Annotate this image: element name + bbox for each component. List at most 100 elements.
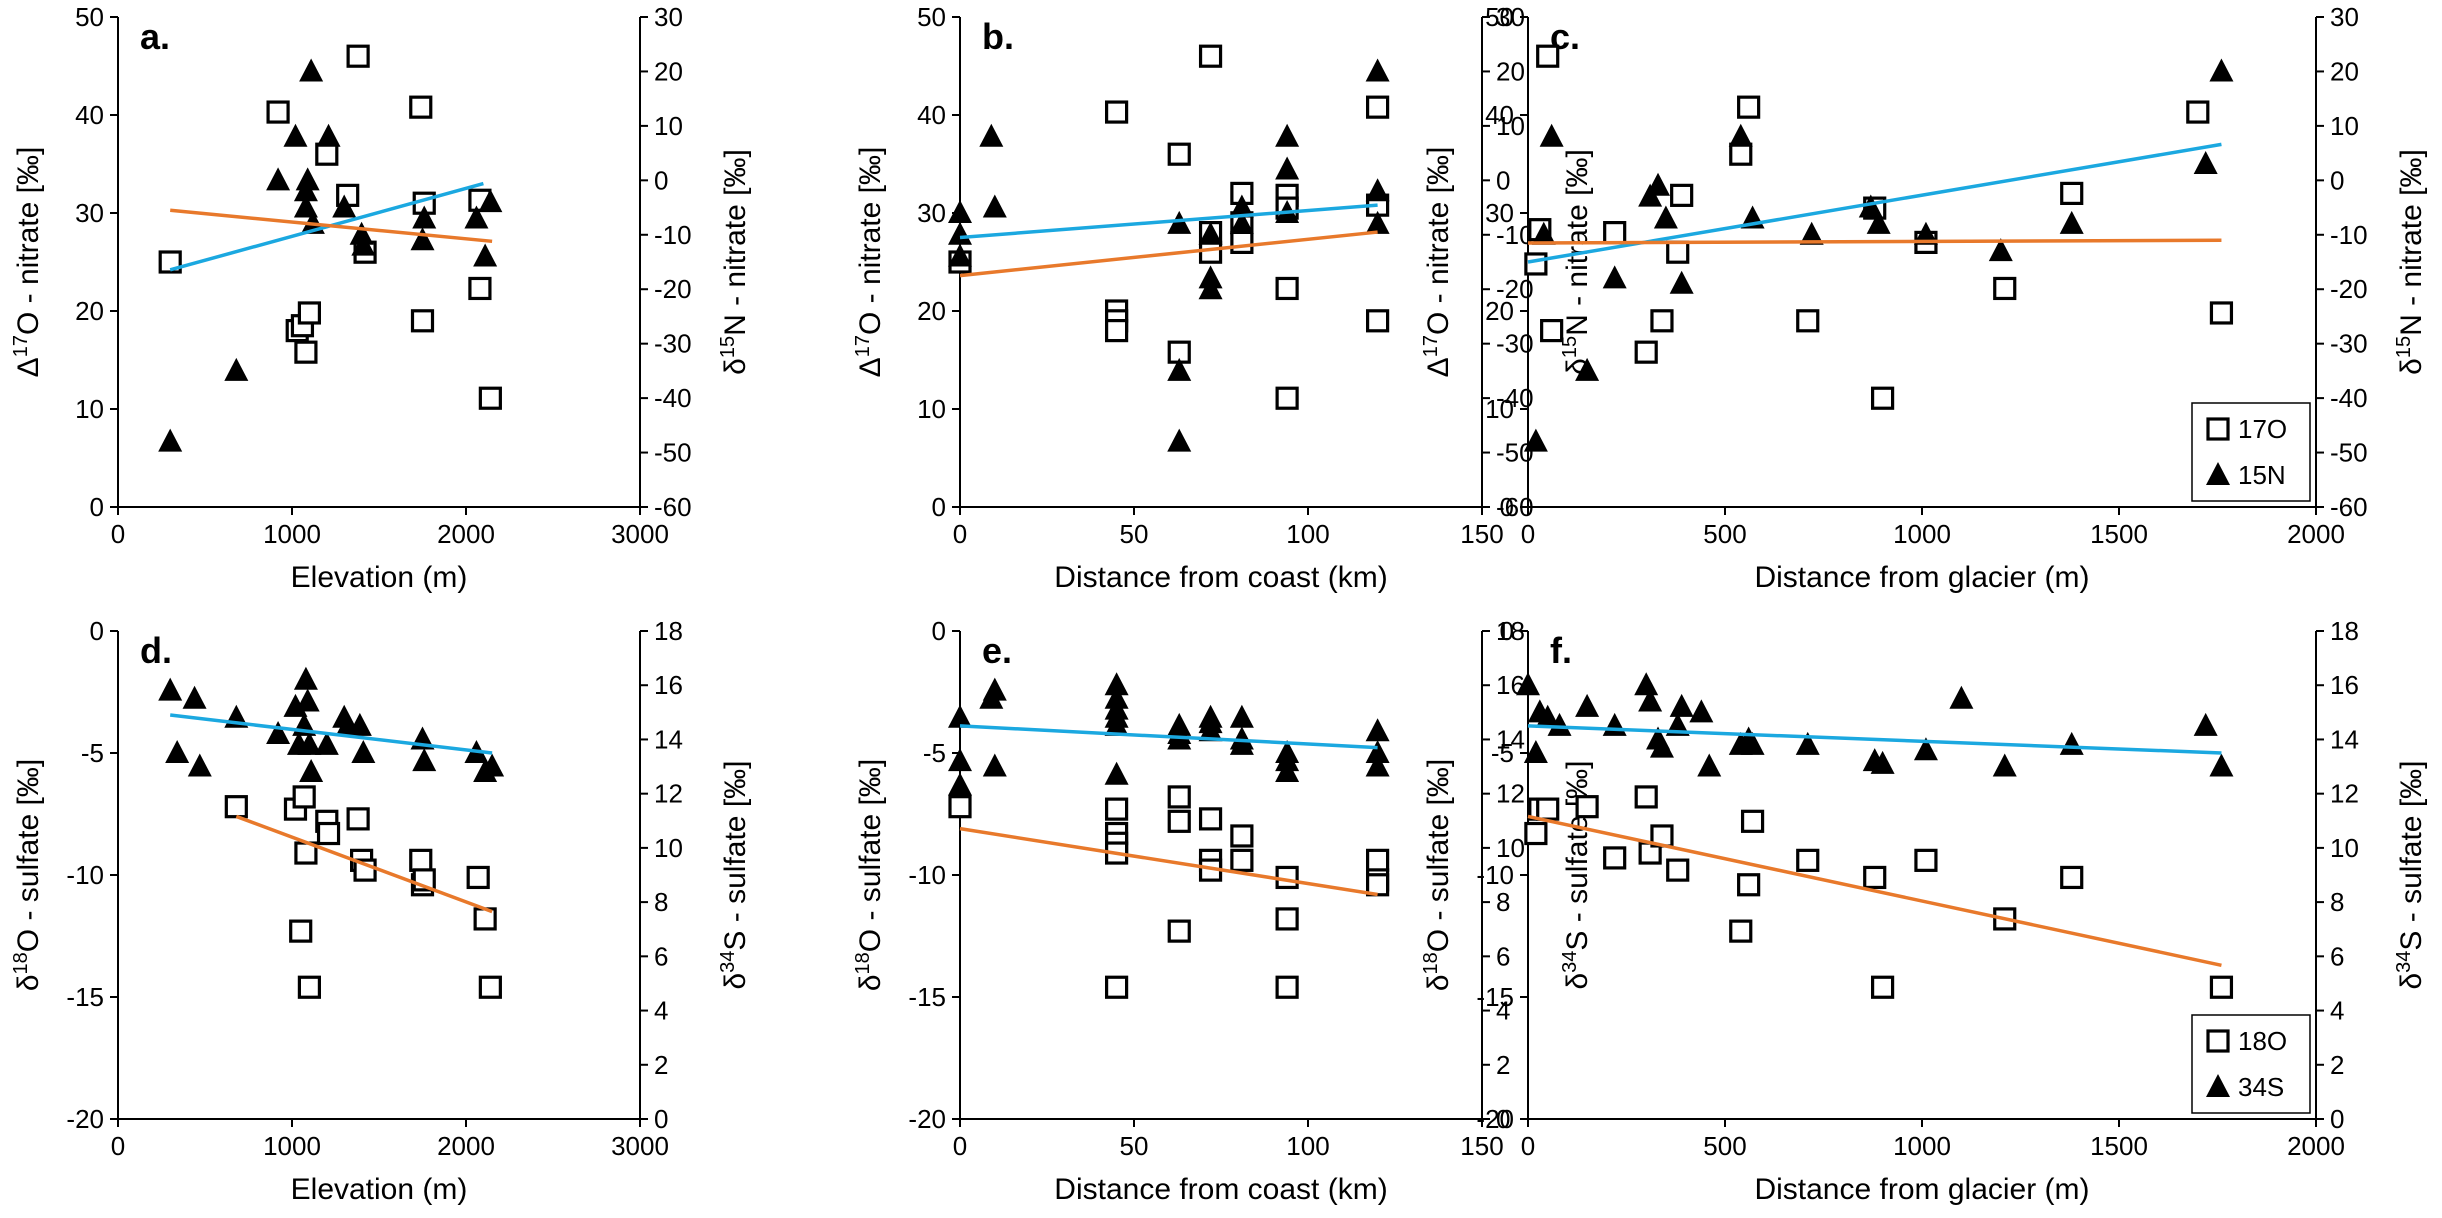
x-axis-title: Elevation (m) <box>291 561 468 594</box>
right-y-tick-label: -60 <box>2330 492 2368 522</box>
data-point-triangle <box>948 221 972 245</box>
data-point-triangle <box>1365 58 1390 82</box>
data-point-triangle <box>1365 178 1390 202</box>
data-point-triangle <box>182 685 207 709</box>
x-axis-title: Elevation (m) <box>291 1173 468 1206</box>
right-y-tick-label: 8 <box>654 887 668 917</box>
x-tick-label: 1500 <box>2090 519 2148 549</box>
x-tick-label: 500 <box>1703 519 1746 549</box>
right-y-tick-label: 10 <box>654 833 683 863</box>
data-point-square <box>1524 821 1548 846</box>
data-point-square <box>1993 276 2017 301</box>
right-y-tick-label: -30 <box>654 329 692 359</box>
data-point-triangle <box>332 194 357 218</box>
right-y-tick-label: 16 <box>2330 670 2359 700</box>
data-point-square <box>292 785 316 809</box>
right-y-tick-label: 6 <box>654 941 668 971</box>
legend-square-icon <box>2206 417 2230 441</box>
data-point-square <box>473 907 497 931</box>
right-y-tick-label: 0 <box>1496 165 1510 195</box>
data-point-triangle <box>187 753 212 777</box>
data-point-square <box>1275 386 1299 410</box>
data-point-triangle <box>982 677 1007 701</box>
data-point-square <box>346 807 370 831</box>
left-y-axis-title: Δ17O - nitrate [‰] <box>1420 147 1455 378</box>
data-point-triangle <box>349 221 374 245</box>
right-y-tick-label: -10 <box>2330 220 2368 250</box>
data-point-triangle <box>1740 731 1765 755</box>
right-y-tick-label: 20 <box>2330 56 2359 86</box>
data-point-square <box>1670 183 1694 207</box>
data-point-square <box>1575 795 1599 819</box>
left-y-tick-label: 30 <box>917 198 946 228</box>
x-tick-label: 1000 <box>263 1131 321 1161</box>
data-point-square <box>224 795 248 819</box>
data-point-square <box>1104 319 1129 343</box>
x-tick-label: 1000 <box>1893 1131 1951 1161</box>
right-y-tick-label: 4 <box>2330 996 2344 1026</box>
data-point-triangle <box>1728 123 1753 147</box>
right-y-tick-label: 10 <box>1496 833 1525 863</box>
data-point-triangle <box>297 731 322 755</box>
panel-letter: f. <box>1550 630 1572 671</box>
legend-label: 17O <box>2238 414 2287 444</box>
series-18O <box>948 785 1390 999</box>
data-point-triangle <box>1104 672 1129 696</box>
data-point-triangle <box>158 428 183 452</box>
right-y-tick-label: -40 <box>2330 383 2368 413</box>
x-tick-label: 150 <box>1460 1131 1503 1161</box>
data-point-square <box>468 276 492 301</box>
x-axis-title: Distance from glacier (m) <box>1754 561 2089 594</box>
data-point-triangle <box>1653 205 1678 229</box>
x-tick-label: 2000 <box>2287 1131 2345 1161</box>
data-point-square <box>1275 907 1299 931</box>
data-point-triangle <box>283 123 308 147</box>
left-y-tick-label: 0 <box>1500 492 1514 522</box>
data-point-square <box>1914 848 1938 872</box>
right-y-tick-label: 10 <box>2330 111 2359 141</box>
right-y-tick-label: 16 <box>654 670 683 700</box>
data-point-triangle <box>1198 221 1223 245</box>
x-tick-label: 100 <box>1286 519 1329 549</box>
series-18O <box>1524 785 2234 999</box>
data-point-square <box>1650 309 1674 333</box>
right-y-axis-title: δ34S - sulfate [‰] <box>1559 760 1594 989</box>
left-y-tick-label: 40 <box>1485 100 1514 130</box>
right-y-tick-label: -60 <box>654 492 692 522</box>
data-point-square <box>2186 100 2210 124</box>
right-y-tick-label: 18 <box>2330 616 2359 646</box>
x-tick-label: 50 <box>1120 1131 1149 1161</box>
right-y-tick-label: 12 <box>2330 779 2359 809</box>
legend-label: 15N <box>2238 460 2286 490</box>
data-point-square <box>2060 865 2084 890</box>
right-y-tick-label: 14 <box>1496 724 1525 754</box>
data-point-square <box>297 301 321 325</box>
data-point-triangle <box>1913 221 1938 245</box>
data-point-triangle <box>347 712 372 736</box>
left-y-axis-title: Δ17O - nitrate [‰] <box>852 147 887 378</box>
left-y-tick-label: 20 <box>917 296 946 326</box>
x-tick-label: 500 <box>1703 1131 1746 1161</box>
fit-line-18O <box>959 826 1378 897</box>
data-point-triangle <box>1539 123 1564 147</box>
data-point-triangle <box>299 58 324 82</box>
right-y-tick-label: -20 <box>654 274 692 304</box>
x-tick-label: 0 <box>953 1131 967 1161</box>
data-point-triangle <box>1602 265 1627 289</box>
series-17O <box>948 44 1390 410</box>
left-y-tick-label: 10 <box>75 394 104 424</box>
chart-panel-d: 0 1000 2000 3000 -20 -15 -10 -5 0 0 2 4 6 8 10 12 14 16 18… <box>10 616 752 1206</box>
data-point-triangle <box>948 704 972 728</box>
right-y-tick-label: 6 <box>1496 941 1510 971</box>
data-point-square <box>948 795 972 819</box>
data-point-triangle <box>1669 270 1694 294</box>
x-tick-label: 150 <box>1460 519 1503 549</box>
fit-line-18O <box>235 814 493 914</box>
data-point-triangle <box>1697 753 1722 777</box>
chart-panel-e: 0 50 100 150-20-15-10-50024681012141618Dist… <box>852 616 1594 1206</box>
fit-line-34S <box>169 713 493 755</box>
x-tick-label: 2000 <box>2287 519 2345 549</box>
right-y-tick-label: -50 <box>2330 438 2368 468</box>
series-15N <box>158 58 503 452</box>
x-tick-label: 0 <box>111 519 125 549</box>
